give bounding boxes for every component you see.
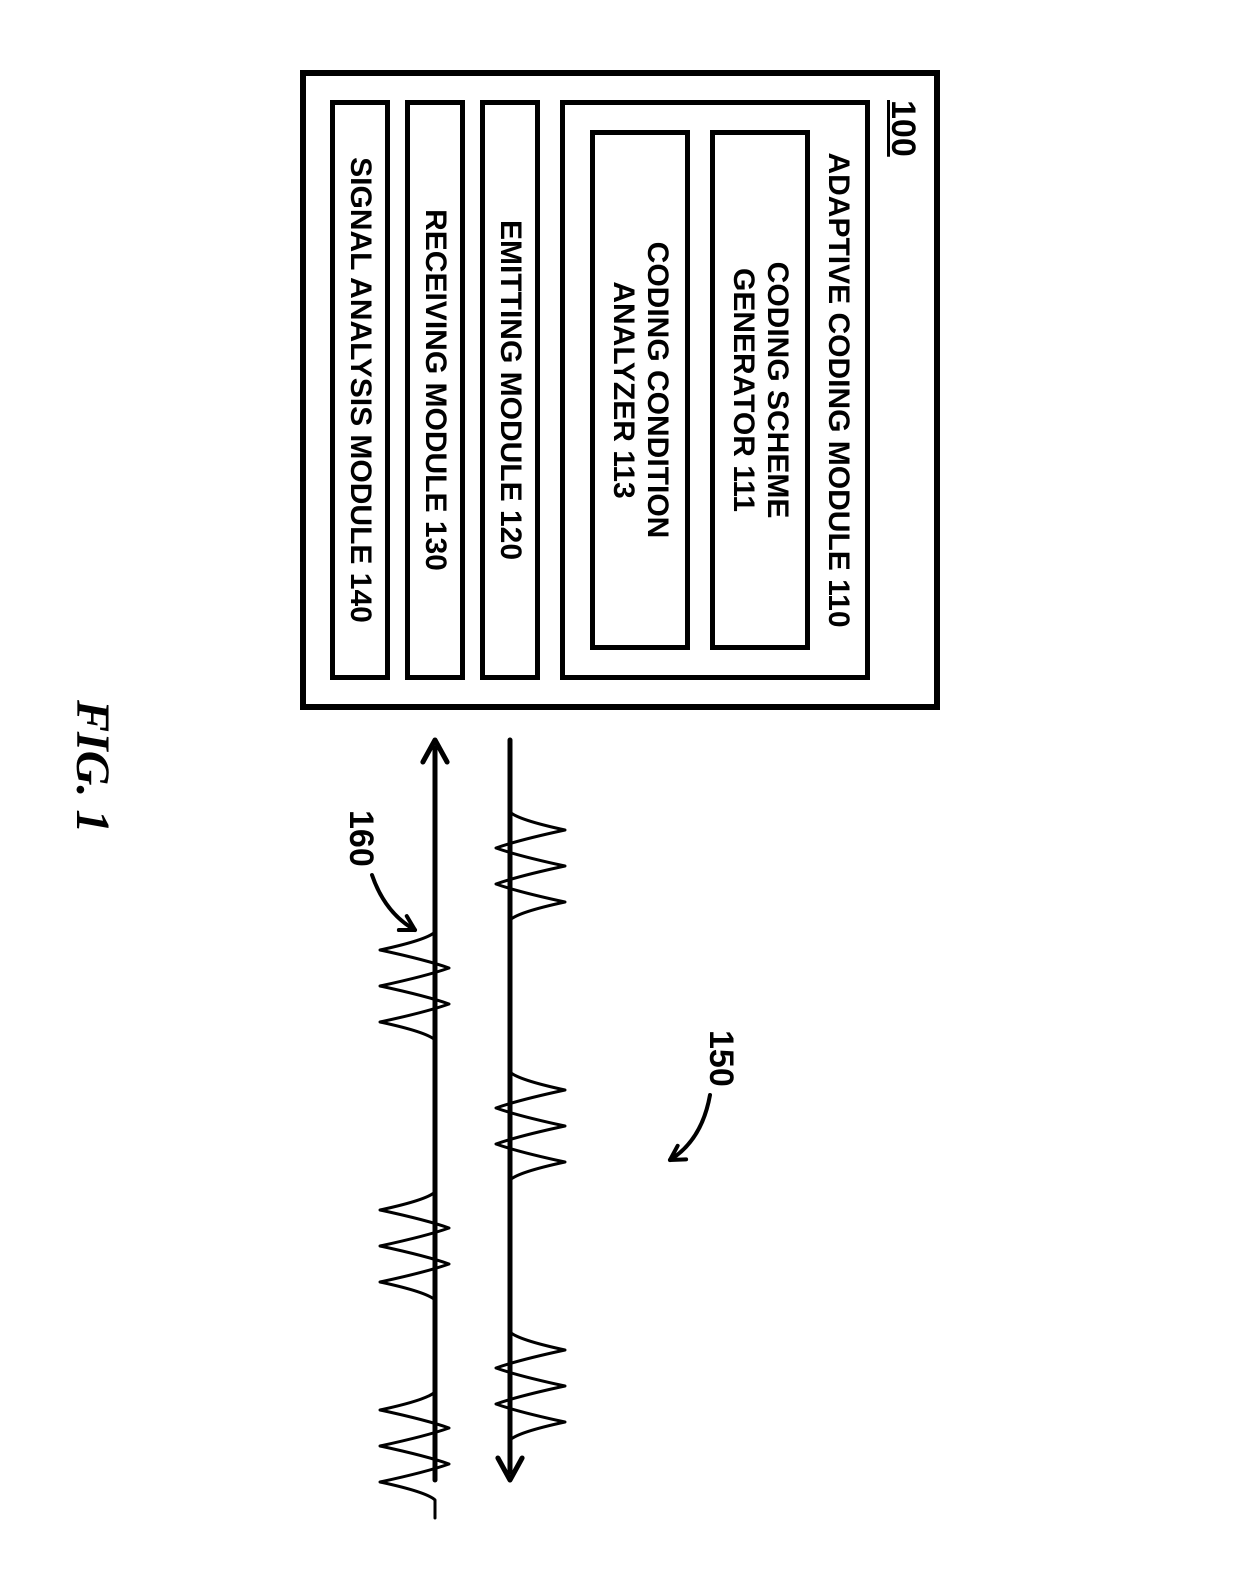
- diagram-stage: 100 ADAPTIVE CODING MODULE 110 CODING SC…: [0, 0, 1240, 1574]
- figure-caption: FIG. 1: [65, 700, 120, 833]
- signal-overlay: [0, 0, 1240, 1574]
